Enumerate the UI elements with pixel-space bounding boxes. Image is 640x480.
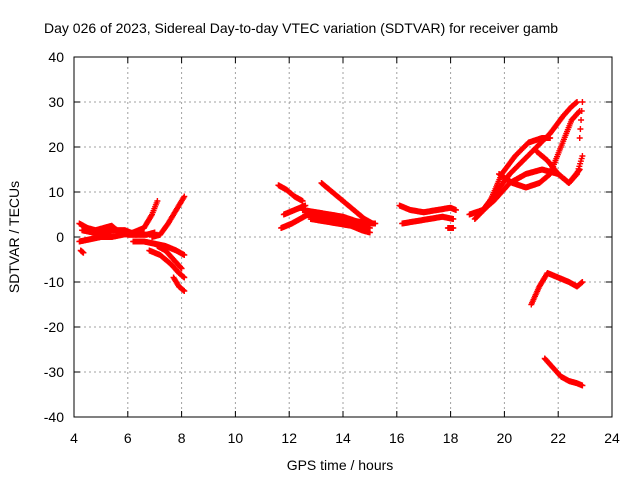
data-series-arc-19 — [444, 225, 457, 231]
data-point — [578, 108, 585, 114]
data-point — [575, 108, 582, 115]
data-point — [452, 207, 459, 213]
data-point — [574, 99, 581, 105]
data-point — [80, 249, 87, 256]
x-tick-label: 14 — [335, 430, 351, 446]
data-series-arc-26 — [528, 270, 586, 308]
data-series-arc-9 — [170, 274, 188, 294]
data-point — [369, 220, 376, 227]
data-point — [579, 99, 586, 105]
data-series-arc-12 — [280, 202, 309, 218]
data-series-arc-20 — [466, 99, 581, 218]
data-point — [181, 193, 188, 200]
data-point — [578, 117, 585, 123]
data-series-arc-18 — [399, 213, 457, 227]
data-point — [181, 274, 188, 281]
data-series-arc-11 — [278, 211, 312, 231]
y-axis-label: SDTVAR / TECUs — [6, 181, 22, 293]
data-point — [181, 288, 188, 294]
grid-layer — [74, 57, 612, 417]
data-point — [450, 225, 457, 231]
data-point — [154, 198, 161, 204]
x-tick-label: 22 — [550, 430, 566, 446]
x-tick-label: 4 — [70, 430, 78, 446]
x-tick-labels: 4 6 8 10 12 14 16 18 20 22 24 — [70, 430, 620, 446]
x-tick-label: 18 — [443, 430, 459, 446]
data-series-arc-3 — [79, 227, 158, 238]
x-tick-label: 10 — [228, 430, 244, 446]
data-series-arc-7 — [154, 243, 185, 272]
y-tick-label: -10 — [44, 274, 64, 290]
x-tick-label: 16 — [389, 430, 405, 446]
data-series-arc-15 — [318, 180, 376, 227]
data-series-arc-17 — [396, 202, 459, 216]
x-tick-label: 12 — [281, 430, 297, 446]
data-series-arc-6 — [149, 193, 188, 240]
y-tick-labels: -40 -30 -20 -10 0 10 20 30 40 — [44, 49, 64, 425]
data-point — [547, 135, 554, 141]
y-tick-label: -40 — [44, 409, 64, 425]
y-tick-label: 20 — [48, 139, 64, 155]
data-series-arc-23 — [496, 108, 583, 191]
data-point — [573, 171, 580, 178]
data-series-arc-8 — [146, 247, 188, 281]
y-tick-label: 30 — [48, 94, 64, 110]
data-point — [579, 382, 586, 389]
data-point — [577, 126, 584, 132]
y-tick-label: -30 — [44, 364, 64, 380]
tick-layer — [73, 56, 613, 418]
data-series-arc-24 — [533, 148, 586, 186]
x-tick-label: 20 — [497, 430, 513, 446]
x-tick-label: 24 — [604, 430, 620, 446]
data-series-arc-25 — [576, 99, 586, 141]
data-series-arc-27 — [541, 355, 586, 389]
x-tick-label: 6 — [124, 430, 132, 446]
data-point — [178, 265, 185, 272]
data-layer — [76, 99, 586, 389]
x-axis-label: GPS time / hours — [287, 457, 394, 473]
data-point — [576, 135, 583, 141]
data-series-arc-10 — [275, 182, 306, 204]
data-point — [450, 216, 457, 222]
x-tick-label: 8 — [178, 430, 186, 446]
data-point — [579, 153, 586, 159]
data-point — [148, 212, 155, 219]
data-point — [579, 279, 586, 285]
data-series-arc-2 — [76, 198, 161, 245]
data-point — [177, 264, 184, 271]
y-tick-label: 10 — [48, 184, 64, 200]
chart-title: Day 026 of 2023, Sidereal Day-to-day VTE… — [44, 20, 558, 36]
data-point — [181, 252, 188, 258]
y-tick-label: 0 — [56, 229, 64, 245]
data-series-arc-4 — [77, 247, 87, 256]
data-point — [366, 229, 373, 236]
data-series-arc-16 — [307, 216, 373, 236]
y-tick-label: 40 — [48, 49, 64, 65]
y-tick-label: -20 — [44, 319, 64, 335]
data-point — [299, 198, 306, 204]
